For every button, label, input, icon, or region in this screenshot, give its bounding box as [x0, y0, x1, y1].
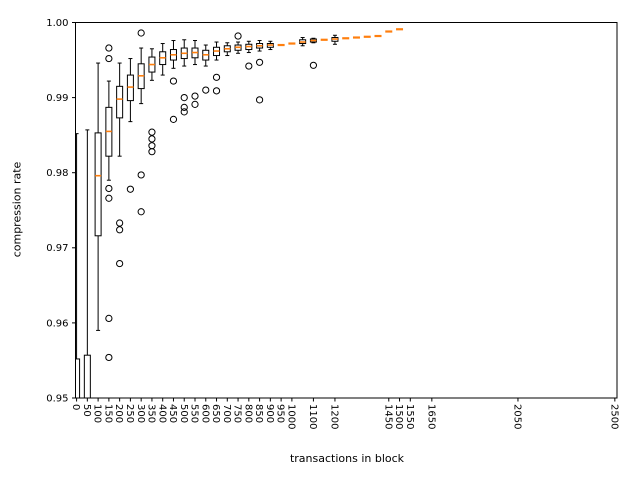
outlier-point	[116, 226, 124, 234]
x-tick-label: 1200	[329, 404, 340, 429]
x-tick-label: 600	[199, 404, 210, 423]
outlier-point	[180, 108, 188, 116]
iqr-box	[75, 358, 81, 398]
outlier-point	[255, 58, 264, 66]
boxplot-group-450	[169, 40, 178, 123]
outlier-point	[148, 148, 156, 156]
x-tick-label: 2500	[608, 404, 619, 429]
x-tick-label: 300	[135, 404, 146, 423]
outlier-point	[234, 32, 242, 40]
boxplot-group-1050	[299, 37, 307, 47]
boxplot-group-600	[202, 44, 210, 94]
outlier-point	[191, 100, 199, 108]
x-tick-label: 850	[253, 404, 264, 423]
outlier-point	[137, 171, 145, 179]
y-axis-label: compression rate	[10, 161, 24, 258]
outlier-point	[169, 77, 178, 85]
x-tick-label: 900	[264, 404, 275, 423]
x-tick-label: 450	[167, 404, 178, 423]
x-tick-label: 650	[210, 404, 221, 423]
outlier-point	[180, 94, 188, 102]
outlier-point	[309, 61, 318, 69]
outlier-point	[116, 259, 124, 268]
outlier-point	[255, 96, 264, 104]
boxplot-group-800	[245, 40, 253, 70]
outlier-point	[148, 135, 156, 143]
y-tick-label: 0.98	[46, 168, 68, 179]
boxplot-group-650	[212, 41, 221, 95]
boxplot-group-850	[255, 40, 264, 104]
x-tick-label: 500	[178, 404, 189, 423]
x-axis-label: transactions in block	[289, 452, 405, 465]
outlier-point	[202, 86, 210, 94]
outlier-point	[191, 92, 199, 100]
outlier-point	[105, 314, 113, 322]
iqr-box	[94, 132, 102, 237]
boxplot-group-1100	[309, 37, 318, 69]
boxplot-group-200	[116, 62, 124, 268]
x-tick-label: 950	[275, 404, 286, 423]
outlier-point	[105, 353, 113, 362]
x-tick-label: 200	[113, 404, 124, 423]
x-tick-label: 0	[70, 404, 81, 410]
outlier-point	[105, 44, 113, 52]
x-tick-label: 100	[92, 404, 103, 423]
outlier-point	[180, 103, 188, 111]
x-tick-label: 750	[232, 404, 243, 423]
boxplot-group-700	[223, 42, 231, 57]
y-tick-label: 0.96	[46, 318, 68, 329]
outlier-point	[105, 194, 113, 202]
boxplot-group-0	[75, 133, 81, 398]
x-tick-label: 550	[189, 404, 200, 423]
x-tick-label: 1550	[404, 404, 415, 429]
outlier-point	[126, 185, 135, 193]
outlier-point	[137, 208, 145, 216]
iqr-box	[83, 354, 91, 398]
boxplot-group-150	[105, 44, 113, 362]
outlier-point	[137, 29, 145, 37]
iqr-box	[116, 85, 124, 119]
outlier-point	[105, 54, 113, 63]
x-tick-label: 50	[81, 404, 92, 417]
x-tick-label: 1650	[425, 404, 436, 429]
boxplot-group-500	[180, 39, 188, 116]
x-tick-label: 1500	[393, 404, 404, 429]
outlier-point	[148, 128, 156, 136]
boxplot-group-250	[126, 58, 135, 193]
y-tick-label: 1.00	[46, 18, 68, 29]
boxplot-group-1200	[331, 34, 339, 45]
x-tick-label: 1450	[382, 404, 393, 429]
boxplot-group-50	[83, 129, 91, 398]
x-tick-label: 150	[102, 404, 113, 423]
boxplot-group-900	[266, 40, 274, 51]
x-tick-label: 350	[146, 404, 157, 423]
plot-data-layer	[75, 28, 404, 398]
outlier-point	[212, 87, 221, 95]
outlier-point	[169, 115, 178, 123]
outlier-point	[212, 73, 221, 81]
outlier-point	[116, 219, 124, 227]
boxplot-group-750	[234, 32, 242, 54]
boxplot-group-550	[191, 40, 199, 108]
x-tick-label: 2050	[512, 404, 523, 429]
boxplot-group-300	[137, 29, 145, 216]
x-tick-label: 800	[242, 404, 253, 423]
x-tick-label: 400	[156, 404, 167, 423]
y-tick-label: 0.95	[46, 393, 68, 404]
outlier-point	[105, 184, 113, 193]
boxplot-group-100	[94, 62, 102, 331]
x-tick-label: 250	[124, 404, 135, 423]
x-tick-label: 700	[221, 404, 232, 423]
boxplot-group-400	[159, 43, 167, 76]
boxplot-group-350	[148, 48, 156, 156]
x-tick-label: 1000	[285, 404, 296, 429]
outlier-point	[245, 62, 253, 70]
outlier-point	[148, 142, 156, 150]
y-tick-label: 0.97	[46, 243, 68, 254]
x-tick-label: 1100	[307, 404, 318, 429]
y-tick-label: 0.99	[46, 93, 68, 104]
axes-frame	[75, 22, 618, 399]
